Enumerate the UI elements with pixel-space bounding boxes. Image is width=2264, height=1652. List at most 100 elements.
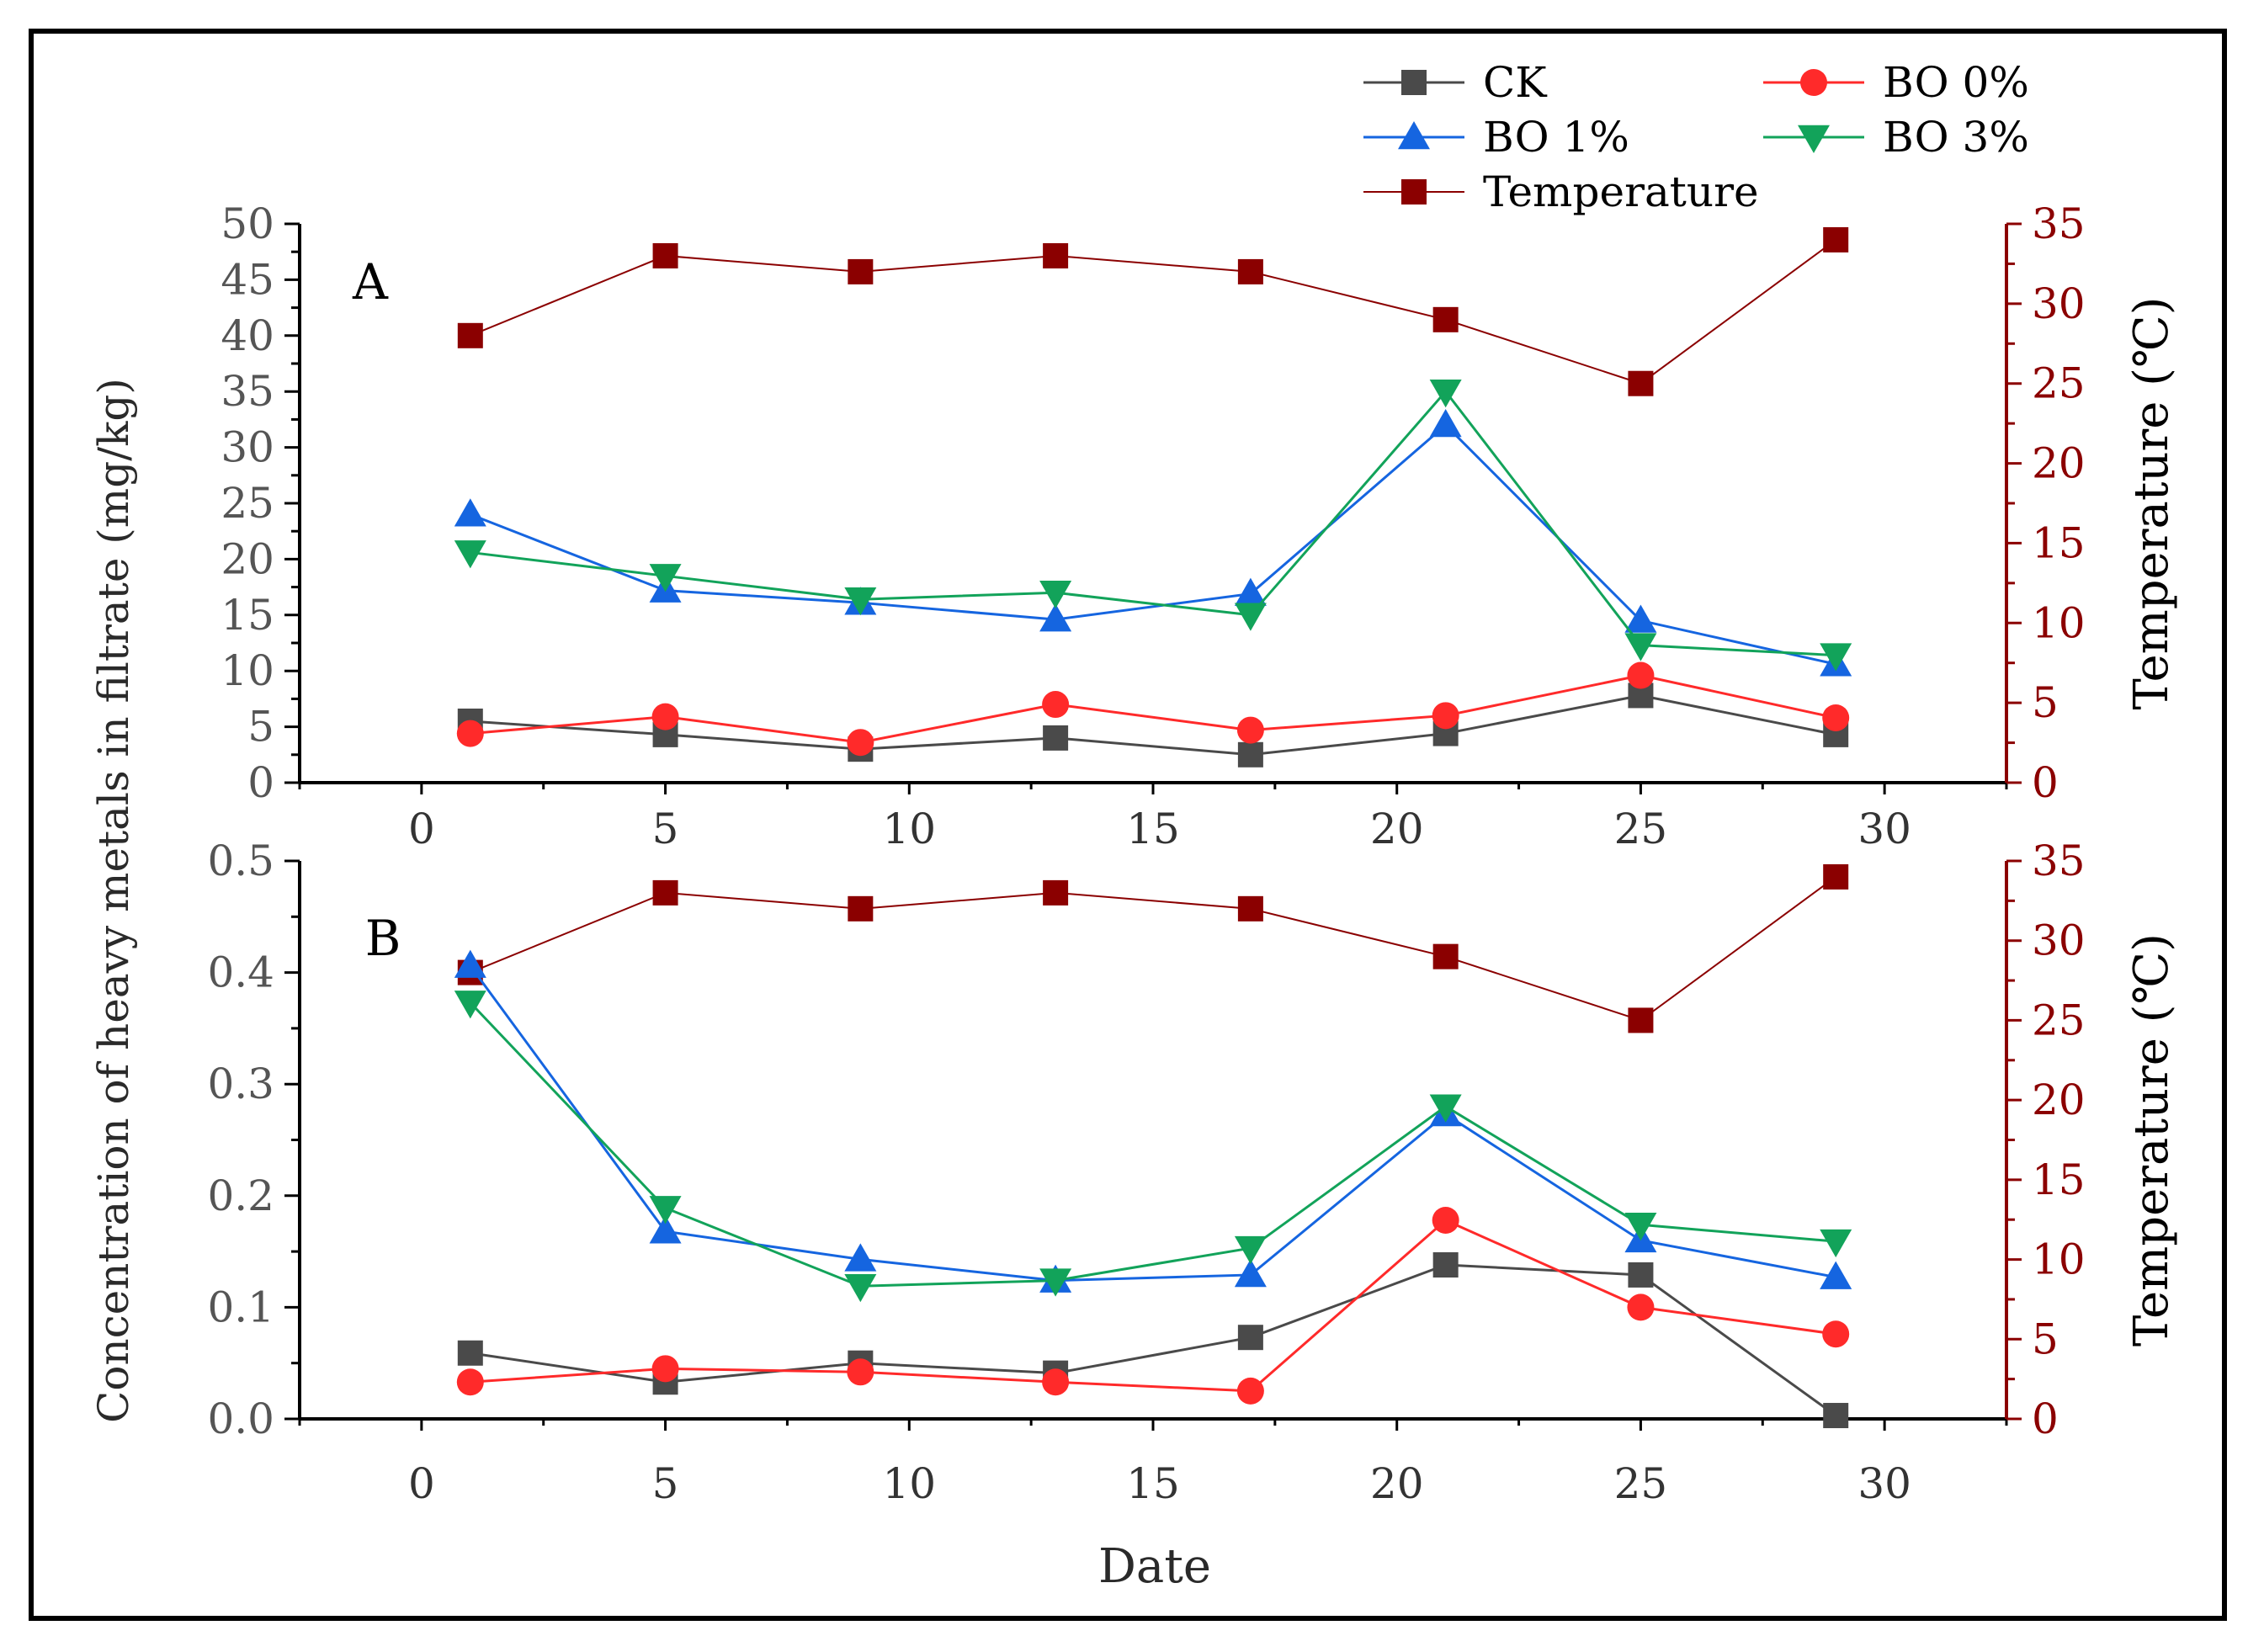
y2-tick-label: 10 [2032,598,2086,647]
data-point-bo0 [1822,1320,1850,1348]
y-tick-label: 0.0 [207,1394,274,1443]
y2-tick-label: 25 [2032,359,2086,408]
y-tick-label: 20 [221,534,274,583]
panel-label: A [352,253,389,311]
y2-tick-label: 15 [2032,1155,2086,1204]
data-point-bo0 [456,720,484,747]
legend-item-temp: Temperature [1363,167,1759,216]
y-tick-label: 0.5 [207,837,274,885]
data-point-temp [1043,879,1069,906]
y-tick-label: 50 [221,199,274,248]
data-point-bo1 [1234,1258,1267,1288]
y-axis-label-left: Concentration of heavy metals in filtrat… [89,378,138,1423]
x-tick-label: 20 [1370,1459,1424,1508]
panels: 0 5 10 15 20 25 300510152025303540455005101520… [207,199,2179,1508]
data-point-ck [1237,741,1263,768]
series-line-ck [470,1263,1837,1417]
series-bo1 [454,949,1852,1293]
y2-tick-label: 30 [2032,279,2086,328]
data-point-bo3 [454,540,486,569]
data-point-bo0 [1042,691,1070,719]
data-point-bo0 [1432,1206,1459,1234]
data-point-bo1 [1820,1261,1852,1289]
y-axis-label-right: Temperature (℃) [2124,296,2179,709]
data-point-bo1 [1234,577,1267,606]
x-tick-label: 10 [882,1459,936,1508]
y2-tick-label: 10 [2032,1235,2086,1284]
y2-tick-label: 5 [2032,678,2059,727]
series-bo3 [454,379,1852,672]
x-tick-label: 25 [1614,805,1668,853]
y-tick-label: 0.1 [207,1283,274,1331]
x-tick-label: 15 [1126,1459,1180,1508]
data-point-bo1 [454,498,486,527]
figure-frame [29,29,2227,1621]
data-point-temp [1432,943,1459,969]
data-point-bo0 [651,1355,679,1383]
y-tick-label: 30 [221,423,274,472]
x-tick-label: 30 [1857,805,1911,853]
data-point-bo3 [1039,580,1072,609]
data-point-ck [457,1340,483,1366]
y-tick-label: 0.3 [207,1060,274,1108]
y-tick-label: 0 [247,758,274,807]
series-line-temp [470,876,1836,1022]
y2-tick-label: 20 [2032,1076,2086,1124]
x-tick-label: 10 [882,805,936,853]
y2-tick-label: 0 [2032,1394,2059,1443]
data-point-ck [1432,1252,1459,1278]
y-tick-label: 5 [247,703,274,752]
data-point-bo1 [1039,603,1072,632]
legend-label: Temperature [1483,167,1759,216]
x-tick-label: 0 [408,805,435,853]
data-point-ck [1823,1403,1849,1429]
x-axis-label: Date [1098,1539,1211,1594]
data-point-temp [652,242,678,268]
series-line-bo1 [470,422,1836,666]
data-point-ck [1043,725,1069,751]
data-point-bo0 [1627,661,1655,689]
x-tick-label: 0 [408,1459,435,1508]
data-point-bo1 [454,949,486,978]
data-point-bo3 [844,587,877,616]
legend-item-ck: CK [1363,58,1548,107]
data-point-bo3 [1429,379,1462,408]
y2-tick-label: 15 [2032,518,2086,567]
data-point-temp [652,879,678,906]
data-point-ck [1237,1325,1263,1351]
y2-tick-label: 30 [2032,916,2086,965]
data-point-bo3 [1039,1268,1072,1297]
x-tick-label: 5 [652,805,679,853]
data-point-temp [1043,242,1069,268]
legend-item-bo3: BO 3% [1763,113,2029,162]
panel-B: 0 5 10 15 20 25 30 0.0 0.1 0.2 0.3 0.4 0.5 0 5 10 15 20 25… [207,837,2179,1508]
data-point-ck [1628,1262,1654,1288]
y-tick-label: 25 [221,479,274,528]
data-point-bo1 [649,1215,682,1244]
data-point-bo3 [1624,1213,1657,1241]
legend-marker [1401,179,1427,205]
y-tick-label: 45 [221,255,274,304]
data-point-bo1 [1624,604,1657,633]
data-point-temp [848,258,874,284]
data-point-bo1 [844,1243,877,1272]
data-point-bo3 [454,991,486,1019]
data-point-bo1 [1429,409,1462,438]
y2-tick-label: 25 [2032,996,2086,1044]
legend-label: BO 0% [1883,58,2029,107]
data-point-temp [1823,863,1849,890]
legend-label: BO 1% [1483,113,1629,162]
data-point-bo0 [1822,704,1850,731]
x-tick-label: 20 [1370,805,1424,853]
data-point-bo0 [1432,702,1459,730]
legend-label: CK [1483,58,1548,107]
data-point-bo3 [649,564,682,592]
data-point-bo0 [847,1358,874,1386]
legend-marker [1401,70,1427,95]
panel-label: B [365,910,401,967]
data-point-temp [1823,226,1849,252]
y-tick-label: 10 [221,646,274,695]
data-point-bo0 [1627,1293,1655,1321]
series-line-bo0 [470,1219,1836,1393]
y-tick-label: 15 [221,591,274,640]
